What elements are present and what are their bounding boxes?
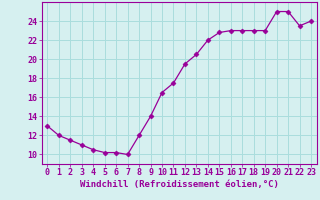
X-axis label: Windchill (Refroidissement éolien,°C): Windchill (Refroidissement éolien,°C): [80, 180, 279, 189]
